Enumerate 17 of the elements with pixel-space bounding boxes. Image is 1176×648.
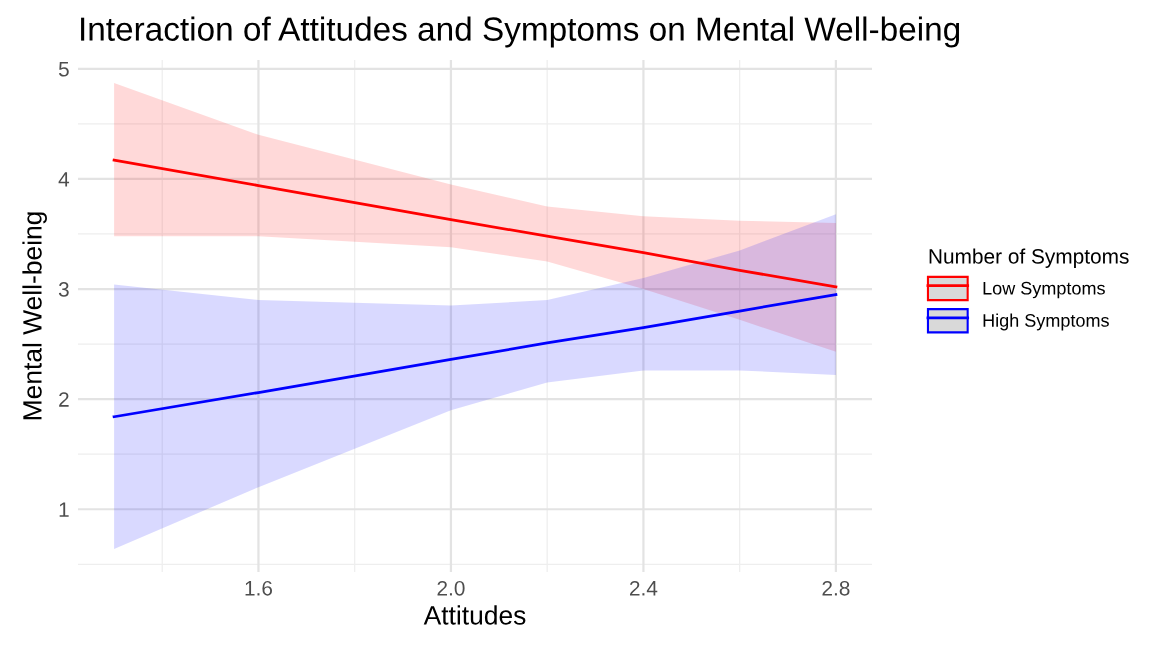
legend-title: Number of Symptoms [929, 248, 1129, 268]
legend-label: High Symptoms [983, 313, 1109, 331]
y-tick-label: 5 [58, 62, 69, 77]
line-series [112, 158, 838, 289]
x-tick-label: 2.0 [437, 580, 465, 596]
x-tick-label: 1.6 [245, 580, 273, 596]
y-tick-label: 4 [58, 172, 70, 187]
x-tick-label: 2.4 [629, 580, 658, 596]
y-tick-label: 1 [59, 502, 69, 517]
y-axis-title: Mental Well-being [22, 212, 47, 420]
chart-title: Interaction of Attitudes and Symptoms on Mental Well-being [81, 16, 960, 48]
y-tick-label: 3 [58, 282, 69, 297]
line-series [112, 293, 838, 419]
x-tick-label: 2.8 [822, 580, 850, 596]
legend-label: Low Symptoms [983, 281, 1105, 299]
y-tick-label: 2 [59, 392, 69, 407]
x-axis-title: Attitudes [423, 605, 526, 625]
